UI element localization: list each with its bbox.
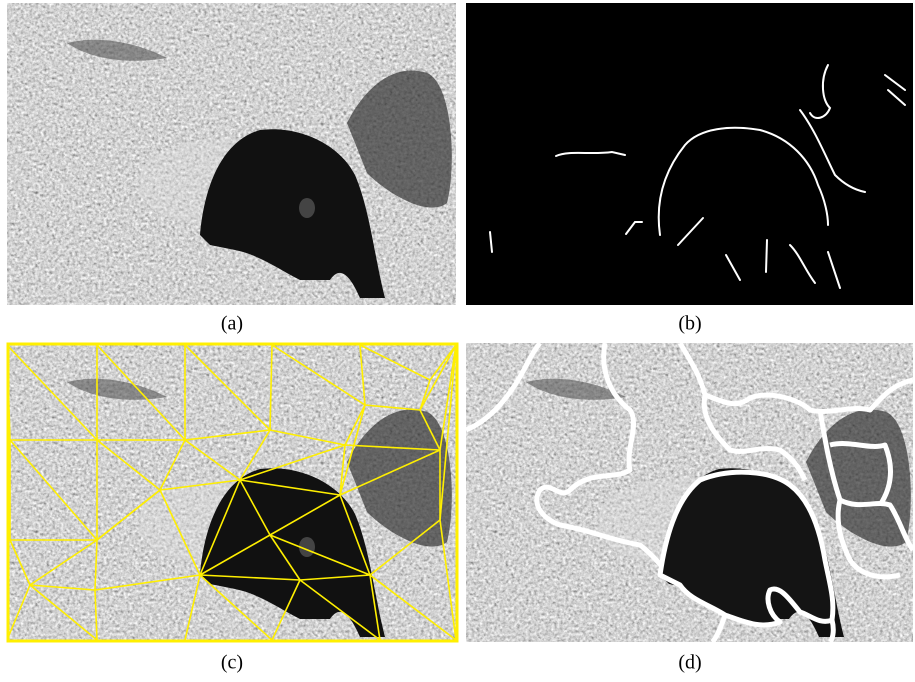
mesh-edge <box>96 489 161 541</box>
mesh-edge <box>364 404 421 411</box>
frame <box>6 342 459 643</box>
mesh-edge <box>344 404 366 446</box>
mesh-edge <box>94 574 201 591</box>
mesh-edge <box>184 574 201 641</box>
caption: (a) <box>221 313 243 335</box>
mesh-edge <box>439 344 457 451</box>
photo-a <box>7 3 457 305</box>
mesh-edge <box>184 344 271 431</box>
mesh-edge <box>7 344 98 441</box>
caption: (d) <box>678 652 701 674</box>
mesh-edge <box>29 539 98 586</box>
mesh-edge <box>269 534 301 581</box>
mesh-edge <box>359 344 366 406</box>
mesh-edge <box>96 439 161 491</box>
edge-map <box>466 3 913 305</box>
mesh-edge <box>439 519 457 641</box>
mesh-edge <box>271 579 301 641</box>
mesh-edge <box>344 444 441 451</box>
caption: (b) <box>678 313 701 335</box>
mesh-edge <box>339 404 366 496</box>
mesh-edge <box>239 429 271 481</box>
mesh-edge <box>419 409 441 451</box>
caption: (c) <box>221 652 243 674</box>
mesh-edge <box>29 584 98 641</box>
mesh-edge <box>339 449 441 496</box>
mesh-edge <box>359 344 431 381</box>
mesh-edge <box>339 494 371 576</box>
mesh-edge <box>159 489 201 576</box>
mesh-edge <box>419 344 457 411</box>
mesh-edge <box>7 584 31 641</box>
mesh-edge <box>299 574 371 581</box>
mesh-edge <box>299 579 381 641</box>
mesh-edge <box>94 589 98 641</box>
mesh-edge <box>239 479 271 536</box>
mesh-edge <box>269 534 371 576</box>
mesh-edge <box>94 539 98 591</box>
mesh-edge <box>369 574 457 641</box>
mesh-edge <box>339 444 346 496</box>
mesh-edge <box>29 584 96 591</box>
mesh-edge <box>269 494 341 536</box>
mesh-edge <box>369 574 381 641</box>
mesh-edge <box>159 439 186 491</box>
mesh-edge <box>429 344 457 381</box>
mesh-edge <box>9 539 31 586</box>
mesh-edge <box>9 439 98 541</box>
photo-d <box>466 343 913 642</box>
mesh-edge <box>239 444 346 481</box>
mesh-edge <box>369 519 441 576</box>
mesh-edge <box>199 479 241 576</box>
mesh-edge <box>96 344 186 441</box>
mesh-edge <box>439 344 457 521</box>
mesh-edge <box>199 534 271 576</box>
mesh-edge <box>199 574 301 581</box>
mesh-edge <box>199 574 273 641</box>
mesh-edge <box>269 429 346 446</box>
mesh-edge <box>419 379 431 411</box>
mesh-edge <box>269 344 273 431</box>
mesh-edge <box>159 479 241 491</box>
mesh-edge <box>184 439 241 481</box>
photo-c <box>7 342 457 644</box>
mesh-edge <box>271 344 366 406</box>
mesh-edge <box>184 429 271 441</box>
mesh-edge <box>239 479 341 496</box>
